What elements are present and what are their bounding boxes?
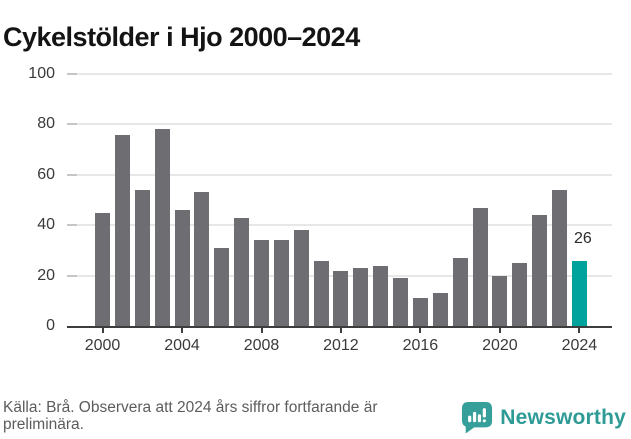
y-axis-label-100: 100 [28,65,55,82]
x-tick-2016 [419,328,422,333]
x-tick-2000 [101,328,104,333]
newsworthy-speech-bubble-chart-icon [461,401,493,434]
y-tick-60 [67,173,77,176]
bar-2020 [492,275,508,326]
bar-2019 [472,207,488,326]
bar-2018 [452,258,468,326]
chart-title: Cykelstölder i Hjo 2000–2024 [3,22,360,53]
bar-2005 [194,192,210,326]
bar-2009 [273,240,289,326]
x-axis-label-2016: 2016 [402,337,439,354]
bar-2008 [254,240,269,326]
y-tick-40 [67,224,77,227]
bar-2013 [353,268,369,326]
x-tick-2020 [498,328,501,333]
gridline-y-80 [67,123,612,126]
gridline-y-100 [67,73,612,75]
x-axis-label-2000: 2000 [84,337,121,354]
bar-2002 [134,189,150,326]
x-tick-2004 [181,328,183,333]
y-axis-label-60: 60 [37,165,55,183]
bar-2010 [293,230,309,326]
bar-2004 [174,210,190,326]
gridline-y-40 [67,224,612,227]
bar-2016 [412,298,428,326]
bar-2022 [532,215,548,326]
bar-2006 [214,247,230,326]
x-tick-2024 [578,328,581,333]
source-note: Källa: Brå. Observera att 2024 års siffr… [3,399,378,433]
y-tick-20 [67,274,77,277]
y-axis-label-20: 20 [37,266,55,284]
bar-2001 [114,134,130,326]
bar-2015 [393,278,409,326]
x-axis-label-2020: 2020 [482,337,518,354]
newsworthy-logo-text: Newsworthy [500,405,626,429]
y-axis-label-80: 80 [37,115,55,133]
x-axis-label-2024: 2024 [561,337,598,354]
x-axis-label-2008: 2008 [243,337,280,354]
gridline-y-60 [67,173,612,176]
y-axis-label-40: 40 [37,216,55,234]
y-tick-80 [67,123,77,126]
x-axis-label-2012: 2012 [323,337,359,354]
bar-2014 [373,265,389,326]
bar-2003 [154,129,170,326]
y-axis-label-0: 0 [46,317,55,334]
bar-chart: 0 20 40 60 80 100 2000 2004 2008 2012 2016 2020 2024… [28,65,612,354]
bar-2012 [333,270,349,326]
x-axis-label-2004: 2004 [164,337,200,354]
bar-2024 [571,260,587,326]
newsworthy-logo[interactable]: Newsworthy [461,401,626,434]
x-tick-2012 [339,328,342,333]
bar-2007 [234,217,250,326]
bar-2023 [552,189,567,326]
bar-2011 [313,260,329,326]
bar-2021 [512,263,528,326]
plot-area [67,73,612,328]
footer: Källa: Brå. Observera att 2024 års siffr… [0,398,631,439]
x-tick-2008 [260,328,263,333]
bar-2017 [432,293,448,326]
y-tick-100 [67,73,77,75]
bar-2000 [95,212,110,326]
bar-value-label-2024: 26 [573,229,592,247]
